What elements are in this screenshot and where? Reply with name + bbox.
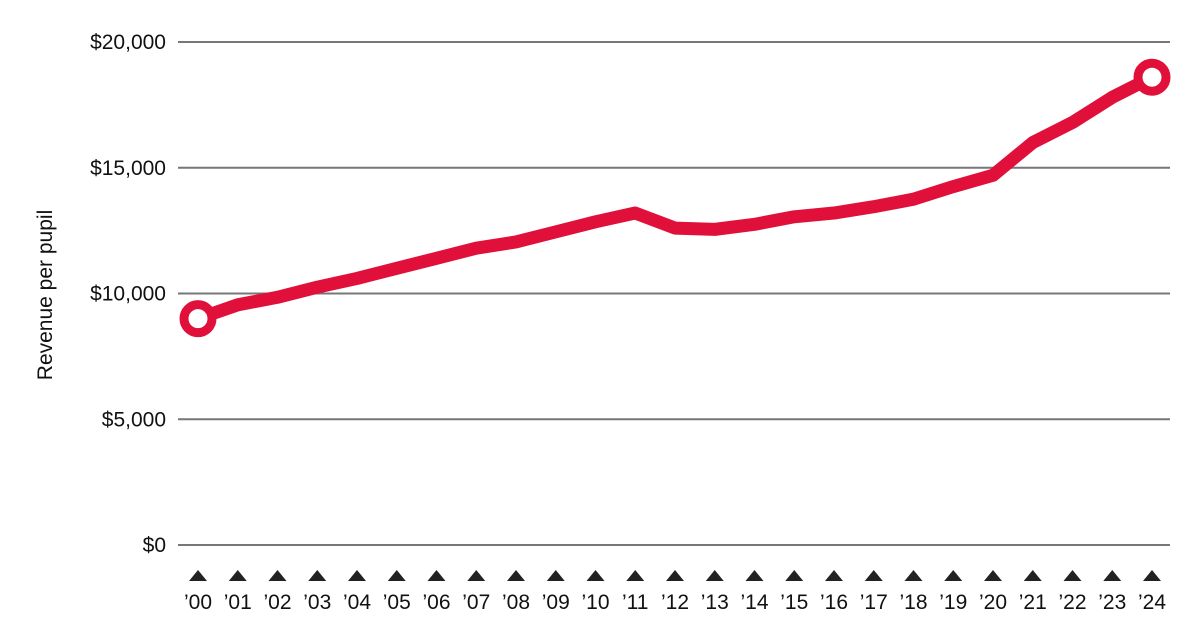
x-tick-label: ’22 [1058, 591, 1086, 614]
start-point-marker [179, 300, 217, 338]
x-tick-marker [944, 570, 963, 581]
y-axis-title: Revenue per pupil [34, 210, 57, 380]
x-tick-marker [1103, 570, 1122, 581]
x-tick-marker [1063, 570, 1082, 581]
x-tick-label: ’20 [979, 591, 1007, 614]
y-tick-label: $10,000 [90, 283, 166, 306]
x-tick-label: ’17 [860, 591, 888, 614]
series-line-0 [191, 70, 1159, 326]
x-tick-label: ’07 [462, 591, 490, 614]
x-tick-label: ’16 [820, 591, 848, 614]
gridlines [178, 41, 1170, 546]
x-tick-label: ’03 [303, 591, 331, 614]
x-tick-label: ’24 [1138, 591, 1166, 614]
series-layer [179, 58, 1171, 338]
x-tick-label: ’00 [184, 591, 212, 614]
y-axis-ticks: $0 $5,000 $10,000 $15,000 $20,000 [90, 31, 166, 557]
x-tick-marker [268, 570, 287, 581]
x-tick-marker [904, 570, 923, 581]
y-tick-label: $15,000 [90, 157, 166, 180]
x-tick-label: ’09 [542, 591, 570, 614]
x-tick-marker [467, 570, 486, 581]
x-tick-marker [189, 570, 207, 581]
x-tick-marker [785, 570, 804, 581]
y-tick-label: $0 [143, 534, 166, 557]
x-tick-label: ’21 [1019, 591, 1047, 614]
x-tick-marker [984, 570, 1002, 581]
x-tick-marker [507, 570, 525, 581]
y-tick-label: $5,000 [102, 408, 166, 431]
x-tick-marker [348, 570, 366, 581]
y-tick-label: $20,000 [90, 31, 166, 54]
end-point-marker [1133, 58, 1171, 96]
x-tick-label: ’06 [422, 591, 450, 614]
x-tick-label: ’18 [899, 591, 927, 614]
x-tick-marker [864, 570, 883, 581]
x-tick-marker [427, 570, 446, 581]
x-tick-marker [546, 570, 565, 581]
x-tick-marker [825, 570, 843, 581]
x-tick-label: ’02 [263, 591, 291, 614]
x-tick-marker [1023, 570, 1042, 581]
x-tick-marker [745, 570, 764, 581]
x-tick-label: ’23 [1098, 591, 1126, 614]
x-tick-label: ’01 [224, 591, 252, 614]
x-tick-marker [586, 570, 605, 581]
x-tick-label: ’04 [343, 591, 371, 614]
x-tick-label: ’15 [780, 591, 808, 614]
x-tick-marker [626, 570, 645, 581]
x-tick-marker [705, 570, 724, 581]
x-tick-label: ’05 [383, 591, 411, 614]
x-tick-label: ’10 [581, 591, 609, 614]
x-tick-label: ’11 [622, 591, 648, 614]
x-tick-marker [1143, 570, 1161, 581]
x-tick-label: ’19 [939, 591, 967, 614]
x-tick-marker [666, 570, 684, 581]
x-tick-marker [308, 570, 327, 581]
x-tick-marker [228, 570, 247, 581]
x-tick-marker [387, 570, 406, 581]
x-tick-label: ’08 [502, 591, 530, 614]
x-axis-ticks: ’00 ’01 ’02 ’03 ’04 ’05 ’06 ’07 ’08 ’09 ’10 ’11 ’12 ’… [184, 570, 1166, 614]
x-tick-label: ’14 [740, 591, 768, 614]
x-tick-label: ’13 [701, 591, 729, 614]
x-tick-label: ’12 [661, 591, 689, 614]
